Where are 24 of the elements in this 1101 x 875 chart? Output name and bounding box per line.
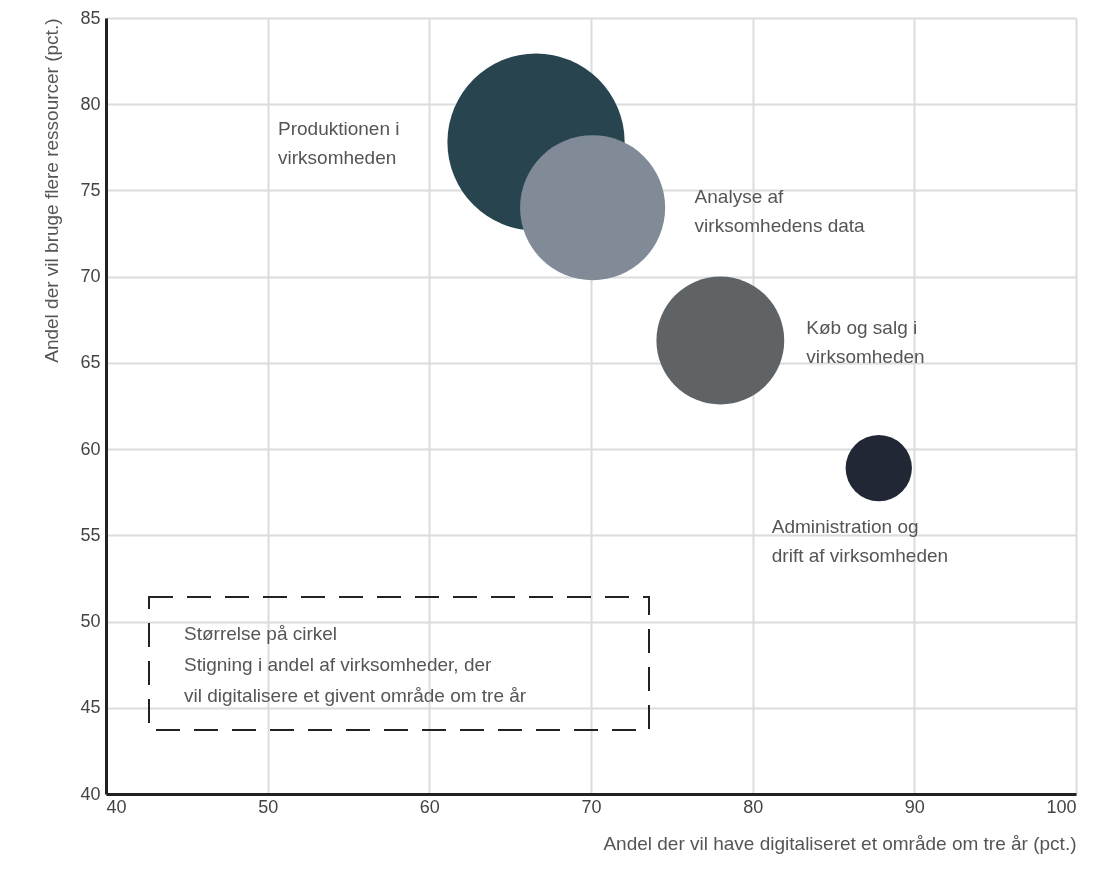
x-tick-label: 80 [743,796,764,817]
x-tick-label: 100 [1046,796,1077,817]
y-axis-title: Andel der vil bruge flere ressourcer (pct.) [41,18,63,363]
y-tick-label: 75 [80,179,101,200]
series-label: Analyse af virksomhedens data [694,185,866,236]
y-tick-label: 65 [80,352,101,373]
x-tick-label: 40 [106,796,127,817]
x-tick-label: 90 [904,796,925,817]
y-tick-label: 85 [80,7,101,28]
x-tick-label: 70 [581,796,602,817]
y-tick-label: 60 [80,438,101,459]
x-axis-title: Andel der vil have digitaliseret et område om tre år (pct.) [603,832,1077,854]
y-tick-label: 45 [80,697,101,718]
y-tick-label: 55 [80,524,101,545]
y-tick-label: 50 [80,611,101,632]
text: Administration og drift af virksomheden [771,516,949,567]
y-tick-label: 70 [80,266,101,287]
y-tick-label: 40 [80,783,101,804]
text: Produktionen i virksomheden [278,118,400,169]
x-tick-label: 60 [419,796,440,817]
x-tick-label: 50 [258,796,279,817]
series-label: Køb og salg i virksomheden [806,317,925,368]
annotation: Størrelse på cirkel Stigning i andel af virksomheder, der vil digitalisere et givent område om tre år [184,623,527,706]
y-tick-label: 80 [80,93,101,114]
